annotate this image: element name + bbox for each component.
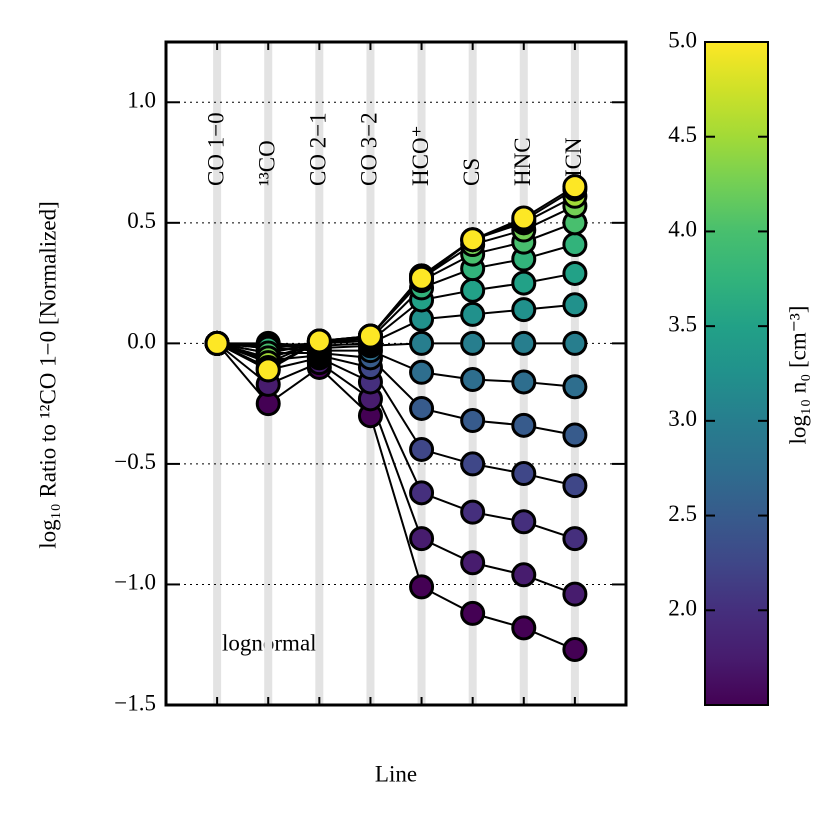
category-label: CO 2−1 <box>306 112 331 186</box>
marker <box>562 422 588 448</box>
marker <box>357 323 383 349</box>
marker <box>511 297 537 323</box>
marker <box>562 374 588 400</box>
marker <box>562 637 588 663</box>
marker <box>409 480 435 506</box>
marker <box>460 408 486 434</box>
colorbar-tick-label: 3.0 <box>668 406 697 431</box>
marker <box>511 330 537 356</box>
colorbar-tick-label: 3.5 <box>668 311 697 336</box>
plot-frame <box>164 40 628 707</box>
colorbar-tick-label: 4.0 <box>668 217 697 242</box>
marker <box>460 227 486 253</box>
marker <box>511 369 537 395</box>
colorbar-tick-label: 5.0 <box>668 27 697 52</box>
marker <box>409 265 435 291</box>
marker <box>562 174 588 200</box>
marker <box>562 526 588 552</box>
y-tick-label: 0.5 <box>127 208 156 233</box>
colorbar-tick-label: 2.0 <box>668 596 697 621</box>
marker <box>306 328 332 354</box>
marker <box>255 357 281 383</box>
marker <box>460 499 486 525</box>
category-label: HNC <box>510 137 535 186</box>
marker <box>511 270 537 296</box>
marker <box>511 412 537 438</box>
marker <box>511 615 537 641</box>
marker <box>409 436 435 462</box>
category-label: CO 3−2 <box>357 112 382 186</box>
marker <box>562 330 588 356</box>
y-tick-label: −1.0 <box>114 570 156 595</box>
marker <box>409 330 435 356</box>
category-label: CO 1−0 <box>203 112 228 186</box>
marker <box>562 473 588 499</box>
marker <box>409 395 435 421</box>
marker <box>204 330 230 356</box>
marker <box>460 301 486 327</box>
marker <box>511 205 537 231</box>
x-axis-label: Line <box>375 761 417 786</box>
y-axis-label: log₁₀ Ratio to ¹²CO 1−0 [Normalized] <box>35 201 60 549</box>
category-band <box>570 42 579 705</box>
marker <box>460 277 486 303</box>
y-tick-label: 0.0 <box>127 329 156 354</box>
y-tick-label: −0.5 <box>114 449 156 474</box>
marker <box>460 367 486 393</box>
marker <box>460 550 486 576</box>
category-label: ¹³CO <box>255 140 280 186</box>
marker <box>562 581 588 607</box>
category-label: HCO⁺ <box>408 125 433 186</box>
marker <box>562 292 588 318</box>
marker <box>511 461 537 487</box>
marker <box>562 232 588 258</box>
marker <box>460 330 486 356</box>
marker <box>409 526 435 552</box>
y-tick-label: 1.0 <box>127 88 156 113</box>
category-band <box>213 42 222 705</box>
marker <box>460 600 486 626</box>
colorbar-tick-label: 2.5 <box>668 501 697 526</box>
marker <box>511 509 537 535</box>
colorbar <box>704 41 769 706</box>
colorbar-tick-label: 4.5 <box>668 122 697 147</box>
marker <box>460 451 486 477</box>
marker <box>409 574 435 600</box>
marker <box>409 359 435 385</box>
colorbar-label: log₁₀ n₀ [cm⁻³] <box>785 306 810 445</box>
category-label: CS <box>459 158 484 186</box>
y-tick-label: −1.5 <box>114 690 156 715</box>
marker <box>562 260 588 286</box>
marker <box>511 562 537 588</box>
